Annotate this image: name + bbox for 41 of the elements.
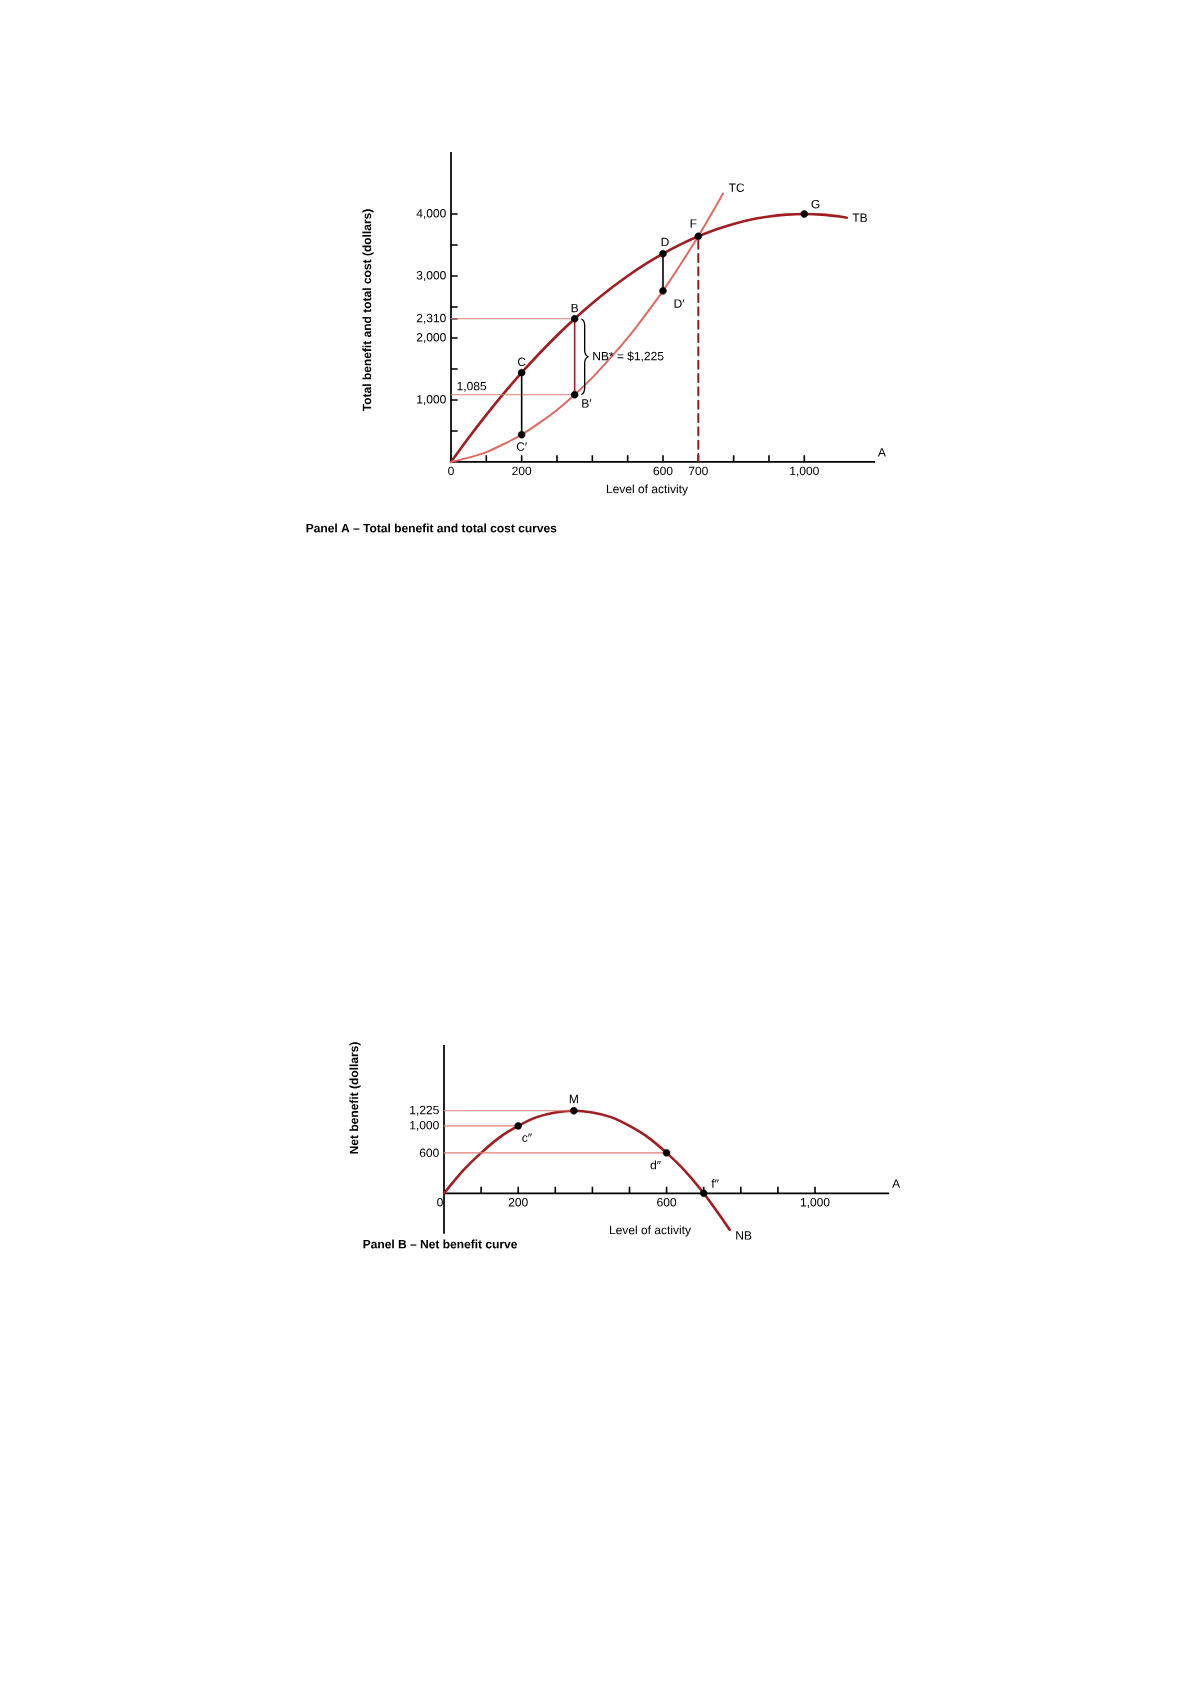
annotation: M [569, 1094, 578, 1104]
x-tick-label: 0 [437, 1198, 443, 1207]
text: Panel A – Total benefit and total cost curves [306, 523, 557, 533]
x-tick-label: 1,000 [800, 1198, 830, 1208]
series-label: NB [736, 1231, 752, 1240]
text: Panel B – Net benefit curve [363, 1239, 517, 1249]
annotation: D [661, 237, 669, 247]
text: A [877, 448, 886, 457]
x-tick-label: 200 [512, 466, 532, 476]
annotation: B′ [582, 399, 592, 408]
annotation: 1,085 [457, 381, 487, 392]
series-label: TC [728, 183, 745, 192]
y-axis-title: Total benefit and total cost (dollars) [362, 209, 374, 412]
y-tick-label: 1,225 [410, 1105, 439, 1116]
x-tick-label: 700 [688, 466, 708, 476]
y-tick-label: 1,000 [410, 1120, 439, 1131]
y-tick-label: 3,000 [416, 271, 446, 281]
series-label: TB [852, 213, 868, 222]
annotation: F [690, 219, 697, 228]
text: A [892, 1179, 901, 1188]
x-tick-label: 600 [653, 466, 673, 476]
y-tick-label: 1,000 [417, 395, 446, 405]
annotation: B [571, 303, 579, 313]
x-tick-label: 0 [448, 466, 454, 476]
annotation: C′ [516, 442, 527, 451]
x-axis-title: Level of activity [606, 484, 688, 496]
y-tick-label: 600 [419, 1148, 439, 1158]
annotation: G [811, 199, 820, 209]
x-tick-label: 1,000 [790, 466, 819, 477]
annotation: D′ [674, 299, 685, 308]
y-tick-label: 2,000 [416, 333, 446, 343]
annotation: C [517, 357, 526, 367]
x-tick-label: 200 [508, 1198, 528, 1207]
y-tick-label: 4,000 [416, 209, 446, 219]
y-tick-label: 2,310 [416, 313, 446, 324]
annotation: f″ [711, 1179, 719, 1188]
x-tick-label: 600 [657, 1198, 677, 1207]
x-axis-title: Level of activity [609, 1225, 691, 1237]
annotation: c″ [522, 1133, 532, 1142]
annotation: d″ [650, 1160, 661, 1170]
y-axis-title: Net benefit (dollars) [349, 1042, 361, 1154]
